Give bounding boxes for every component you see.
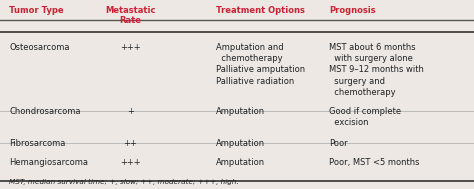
Text: +: + bbox=[127, 107, 134, 116]
Text: ++: ++ bbox=[123, 139, 137, 148]
Text: Osteosarcoma: Osteosarcoma bbox=[9, 43, 70, 52]
Text: MST about 6 months
  with surgery alone
MST 9–12 months with
  surgery and
  che: MST about 6 months with surgery alone MS… bbox=[329, 43, 424, 97]
Text: Tumor Type: Tumor Type bbox=[9, 6, 64, 15]
Text: Amputation: Amputation bbox=[216, 158, 265, 167]
Text: Poor, MST <5 months: Poor, MST <5 months bbox=[329, 158, 420, 167]
Text: Fibrosarcoma: Fibrosarcoma bbox=[9, 139, 66, 148]
Text: +++: +++ bbox=[120, 158, 141, 167]
Text: Amputation: Amputation bbox=[216, 139, 265, 148]
Text: MST, median survival time; +, slow; ++, moderate; +++, high.: MST, median survival time; +, slow; ++, … bbox=[9, 179, 239, 185]
Text: Amputation and
  chemotherapy
Palliative amputation
Palliative radiation: Amputation and chemotherapy Palliative a… bbox=[216, 43, 305, 86]
Text: Poor: Poor bbox=[329, 139, 348, 148]
Text: Metastatic
Rate: Metastatic Rate bbox=[105, 6, 155, 25]
Text: Amputation: Amputation bbox=[216, 107, 265, 116]
Text: Chondrosarcoma: Chondrosarcoma bbox=[9, 107, 81, 116]
Text: +++: +++ bbox=[120, 43, 141, 52]
Text: Prognosis: Prognosis bbox=[329, 6, 376, 15]
Text: Hemangiosarcoma: Hemangiosarcoma bbox=[9, 158, 89, 167]
Text: Good if complete
  excision: Good if complete excision bbox=[329, 107, 401, 127]
Text: Treatment Options: Treatment Options bbox=[216, 6, 304, 15]
